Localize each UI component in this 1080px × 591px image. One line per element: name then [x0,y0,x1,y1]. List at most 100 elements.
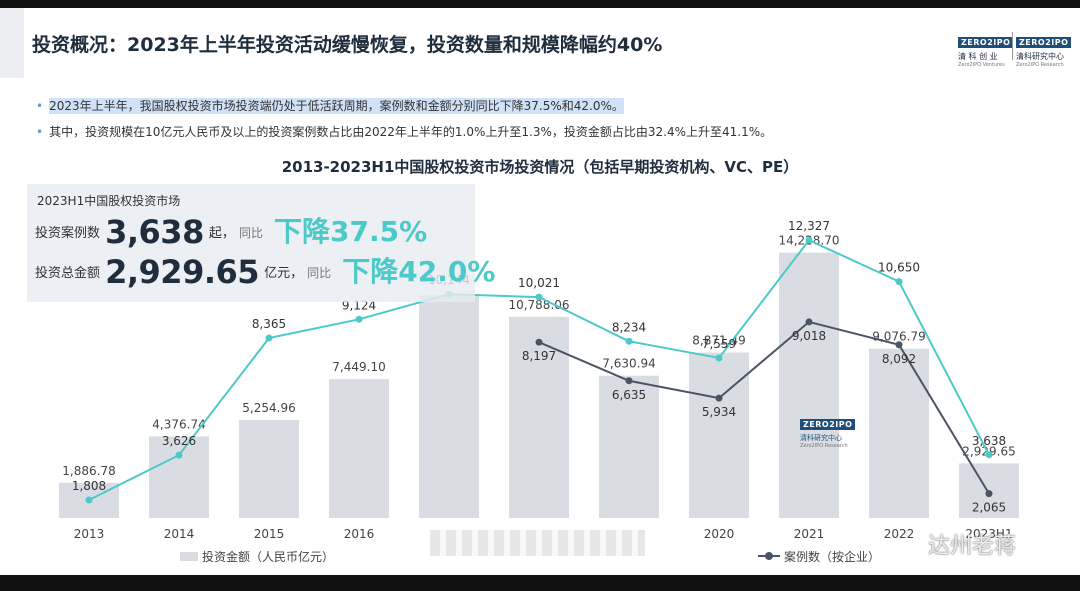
x-tick-label: 2022 [884,527,915,541]
total-cases-value-label: 1,808 [72,479,106,493]
title-side-tab [0,8,24,78]
logo-cn: 清科研究中心 [800,434,842,442]
total-cases-point [85,496,93,504]
legend-line-label: 案例数（按企业） [784,550,881,564]
x-axis-labels: 2013 2014 2015 2016 2020 2021 2022 2023H1 [74,527,1013,541]
logo-cn: 清科研究中心 [1016,52,1064,61]
total-cases-point [535,293,543,301]
total-cases-value-label: 7,559 [702,337,736,351]
logo-head: ZERO2IPO [958,37,1014,48]
bottom-border [0,575,1080,591]
x-tick-label: 2023H1 [965,527,1012,541]
bar-value-label: 5,254.96 [242,401,295,415]
logo-head: ZERO2IPO [800,419,856,430]
bar-value-label: 7,449.10 [332,360,385,374]
bar-2019 [599,375,659,518]
enterprise-cases-value-label: 8,092 [882,352,916,366]
page-title: 投资概况：2023年上半年投资活动缓慢恢复，投资数量和规模降幅约40% [32,34,663,56]
x-tick-label: 2014 [164,527,195,541]
bar-2017 [419,295,479,518]
enterprise-cases-point [895,341,903,349]
bullet-dot: • [36,125,44,139]
total-cases-point [985,451,993,459]
total-cases-point [625,337,633,345]
enterprise-cases-value-label: 5,934 [702,405,736,419]
x-tick-label: 2015 [254,527,285,541]
cases-yoy: 同比 [238,226,263,240]
watermark-logo: ZERO2IPO 清科研究中心 Zero2IPO Research [800,412,856,449]
total-cases-value-label: 12,327 [788,219,830,233]
bar-value-label: 10,788.06 [508,298,569,312]
enterprise-cases-point [715,394,723,402]
x-tick-label: 2013 [74,527,105,541]
bullet-text[interactable]: 2023年上半年，我国股权投资市场投资端仍处于低活跃周期，案例数和金额分别同比下… [49,98,624,114]
summary-cases-row: 投资案例数 3,638 起， 同比 下降37.5% [35,210,427,251]
bullet-2: • 其中，投资规模在10亿元人民币及以上的投资案例数占比由2022年上半年的1.0… [36,123,772,140]
bullet-text: 其中，投资规模在10亿元人民币及以上的投资案例数占比由2022年上半年的1.0%… [49,125,773,139]
bar-2014 [149,436,209,518]
zero2ipo-research-logo: ZERO2IPO 清科研究中心 Zero2IPO Research [1016,30,1072,68]
chart-title: 2013-2023H1中国股权投资市场投资情况（包括早期投资机构、VC、PE） [281,158,799,176]
enterprise-cases-point [625,377,633,385]
total-cases-point [895,278,903,286]
summary-heading: 2023H1中国股权投资市场 [37,194,181,208]
enterprise-cases-point [985,490,993,498]
bar-value-label: 8,871.49 [692,334,745,348]
total-cases-value-label: 3,626 [162,434,196,448]
x-tick-label: 2021 [794,527,825,541]
enterprise-cases-value-label: 8,197 [522,349,556,363]
bar-layer [59,252,1019,518]
zero2ipo-ventures-logo: ZERO2IPO 清 科 创 业 Zero2IPO Ventures [958,30,1014,68]
total-cases-value-label: 8,365 [252,317,286,331]
logo-en: Zero2IPO Research [1016,62,1064,68]
enterprise-cases-value-label: 6,635 [612,388,646,402]
amount-unit: 亿元， [264,266,304,281]
amount-value: 2,929.65 [105,253,260,291]
bar-value-label: 4,376.74 [152,417,205,431]
cases-unit: 起， [208,226,235,241]
total-cases-point [715,354,723,362]
total-cases-value-label: 3,638 [972,434,1006,448]
cases-drop: 下降37.5% [274,215,428,248]
x-tick-label: 2020 [704,527,735,541]
total-cases-point [175,451,183,459]
watermark-text: 达州老蒋 [928,534,1017,559]
amount-yoy: 同比 [307,266,332,280]
logo-head: ZERO2IPO [1016,37,1072,48]
bar-2018 [509,316,569,518]
enterprise-cases-value-label: 2,065 [972,501,1006,515]
bar-value-label: 1,886.78 [62,464,115,478]
logo-en: Zero2IPO Research [800,443,848,449]
legend-line-swatch [758,552,780,560]
bar-2021 [779,252,839,518]
amount-drop: 下降42.0% [342,255,496,288]
cases-label: 投资案例数 [35,226,101,241]
legend-bar-swatch [180,552,198,561]
logo-en: Zero2IPO Ventures [958,62,1005,68]
legend-bar-label: 投资金额（人民币亿元） [202,550,335,564]
blurred-region [430,530,645,556]
legend-bar: 投资金额（人民币亿元） [180,548,334,565]
bar-2020 [689,352,749,518]
enterprise-cases-point [805,318,813,326]
bar-value-label: 9,076.79 [872,330,925,344]
bar-2015 [239,419,299,518]
total-cases-value-label: 10,650 [878,261,920,275]
total-cases-point [355,315,363,323]
bullet-1: • 2023年上半年，我国股权投资市场投资端仍处于低活跃周期，案例数和金额分别同比… [36,97,624,114]
logo-cn: 清 科 创 业 [958,52,998,61]
legend-line: 案例数（按企业） [758,548,880,565]
summary-amount-row: 投资总金额 2,929.65 亿元， 同比 下降42.0% [35,250,495,291]
enterprise-cases-line [538,320,990,495]
summary-panel: 2023H1中国股权投资市场 投资案例数 3,638 起， 同比 下降37.5% … [27,184,495,302]
bar-value-label: 7,630.94 [602,357,655,371]
total-cases-point [265,334,273,342]
total-cases-value-label: 8,234 [612,320,646,334]
top-border [0,0,1080,8]
bullet-dot: • [36,99,44,113]
bar-2016 [329,379,389,518]
enterprise-cases-point [535,338,543,346]
cases-value: 3,638 [105,213,204,251]
total-cases-point [805,236,813,244]
